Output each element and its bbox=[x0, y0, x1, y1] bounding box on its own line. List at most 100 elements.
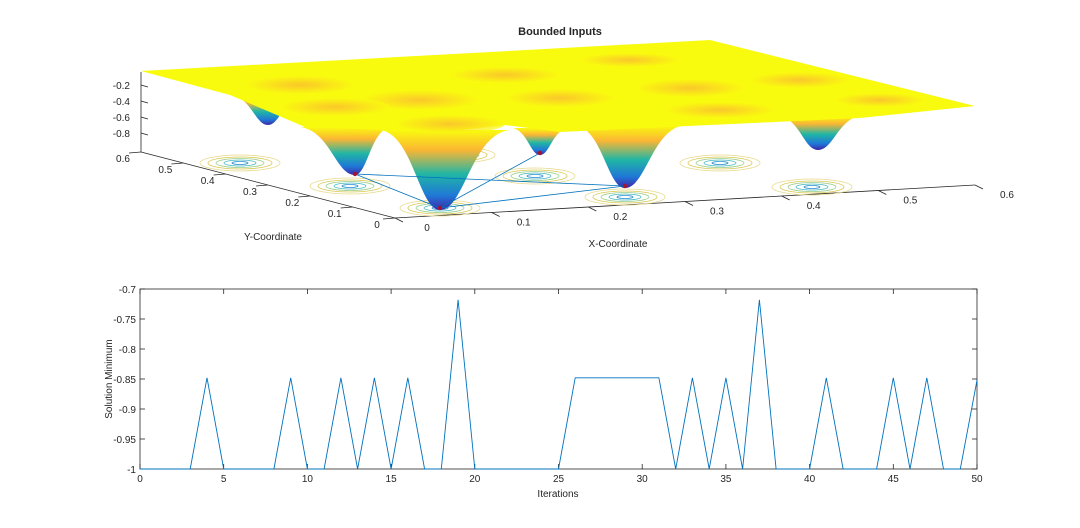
solution-minimum-series bbox=[140, 299, 978, 470]
surface-valley bbox=[575, 125, 685, 188]
surface-bowl bbox=[635, 79, 745, 97]
surface-bowl bbox=[580, 53, 680, 67]
surface-bowl bbox=[665, 102, 775, 118]
x-tick-label: 25 bbox=[553, 474, 565, 485]
surface-bowl bbox=[835, 93, 925, 107]
y-tick bbox=[128, 151, 142, 154]
contour-line bbox=[771, 178, 853, 196]
surface-bowl bbox=[505, 89, 615, 107]
contour-line bbox=[608, 193, 642, 201]
y-axis-label: Solution Minimum bbox=[104, 339, 115, 418]
contour-group bbox=[584, 188, 666, 206]
contour-group bbox=[199, 154, 281, 172]
surface-plot: Bounded Inputs -0.2 -0.4 -0.6 -0.8 0 0.1 0.2 0… bbox=[113, 26, 1015, 250]
z-tick-label: -0.8 bbox=[113, 129, 131, 140]
surface-bowl bbox=[245, 76, 355, 94]
contour-group bbox=[771, 178, 853, 196]
path-segment bbox=[439, 185, 626, 209]
surface-bowl bbox=[280, 98, 390, 116]
x-tick-label: 0.2 bbox=[613, 212, 627, 223]
contour-line bbox=[215, 158, 265, 168]
x-tick-label: 0.5 bbox=[903, 196, 917, 207]
contour-line bbox=[779, 180, 845, 194]
contour-line bbox=[317, 179, 383, 193]
x-axis-label: X-Coordinate bbox=[589, 239, 648, 250]
y-tick-label: 0.2 bbox=[285, 198, 299, 209]
y-tick-label: -0.7 bbox=[119, 285, 137, 296]
minimum-marker bbox=[622, 183, 628, 189]
y-tick-label: -0.85 bbox=[113, 375, 136, 386]
y-tick-label: -0.9 bbox=[119, 405, 137, 416]
x-tick bbox=[394, 217, 404, 223]
contour-line bbox=[309, 177, 391, 195]
x-tick-label: 0 bbox=[424, 223, 430, 234]
surface-bowl bbox=[750, 72, 850, 88]
surface-valley bbox=[778, 115, 862, 150]
contour-line bbox=[333, 182, 367, 190]
z-tick-label: -0.4 bbox=[113, 97, 131, 108]
surface-bowls bbox=[245, 53, 925, 133]
x-tick-label: 50 bbox=[971, 474, 983, 485]
contour-line bbox=[687, 156, 753, 170]
surface-valley bbox=[380, 130, 510, 210]
contour-line bbox=[325, 181, 375, 191]
y-tick-label: 0.5 bbox=[158, 165, 172, 176]
z-tick-label: -0.6 bbox=[113, 113, 131, 124]
minimum-marker bbox=[537, 150, 543, 156]
x-tick bbox=[878, 190, 887, 195]
x-tick bbox=[684, 201, 694, 206]
path-segment bbox=[354, 173, 626, 187]
y-ticks: 0 0.1 0.2 0.3 0.4 0.5 0.6 bbox=[116, 151, 396, 231]
x-tick bbox=[781, 195, 790, 201]
z-tick-label: -0.2 bbox=[113, 81, 131, 92]
contour-line bbox=[526, 174, 544, 178]
x-ticks: 0 0.1 0.2 0.3 0.4 0.5 0.6 bbox=[394, 184, 1014, 234]
contour-line bbox=[592, 190, 658, 204]
contour-line bbox=[199, 154, 281, 172]
path-segment bbox=[439, 152, 541, 209]
surface-valley bbox=[513, 128, 567, 155]
z-tick bbox=[140, 84, 149, 88]
y-tick-label: -0.75 bbox=[113, 315, 136, 326]
surface-bowl bbox=[395, 115, 505, 133]
x-tick-label: 20 bbox=[469, 474, 481, 485]
x-tick bbox=[974, 184, 984, 190]
contour-line bbox=[231, 161, 249, 165]
contour-line bbox=[803, 185, 821, 189]
y-axis-label: Y-Coordinate bbox=[244, 232, 302, 243]
y-tick-label: -0.95 bbox=[113, 435, 136, 446]
x-tick-label: 40 bbox=[804, 474, 816, 485]
contour-line bbox=[787, 182, 837, 192]
z-tick bbox=[140, 100, 149, 104]
surface-title: Bounded Inputs bbox=[518, 26, 602, 38]
contour-line bbox=[795, 183, 829, 191]
search-path bbox=[354, 152, 626, 209]
contour-line bbox=[207, 156, 273, 170]
contour-group bbox=[679, 154, 761, 172]
y-tick bbox=[213, 173, 226, 176]
line-plot: 0 5 10 15 20 25 30 35 40 45 50 -0.7 -0.75 -0.8 -0.85 -… bbox=[104, 285, 983, 500]
y-tick-label: 0 bbox=[374, 220, 380, 231]
x-tick-label: 0 bbox=[137, 474, 143, 485]
y-tick-label: 0.1 bbox=[328, 209, 342, 220]
contour-line bbox=[223, 159, 257, 167]
x-tick-label: 5 bbox=[221, 474, 227, 485]
y-tick-label: 0.4 bbox=[201, 176, 215, 187]
x-tick-label: 30 bbox=[637, 474, 649, 485]
contour-line bbox=[695, 158, 745, 168]
contour-line bbox=[711, 161, 729, 165]
y-tick bbox=[171, 162, 184, 165]
surface-valley bbox=[300, 127, 390, 175]
contour-line bbox=[600, 192, 650, 202]
y-tick-label: -1 bbox=[127, 465, 136, 476]
contour-line bbox=[510, 171, 560, 181]
contour-line bbox=[584, 188, 666, 206]
x-tick-label: 15 bbox=[386, 474, 398, 485]
x-axis-label: Iterations bbox=[537, 489, 578, 500]
y-tick-label: 0.6 bbox=[116, 154, 130, 165]
contour-line bbox=[616, 195, 634, 199]
contour-line bbox=[341, 184, 359, 188]
x-tick-label: 45 bbox=[888, 474, 900, 485]
y-tick bbox=[255, 184, 269, 187]
